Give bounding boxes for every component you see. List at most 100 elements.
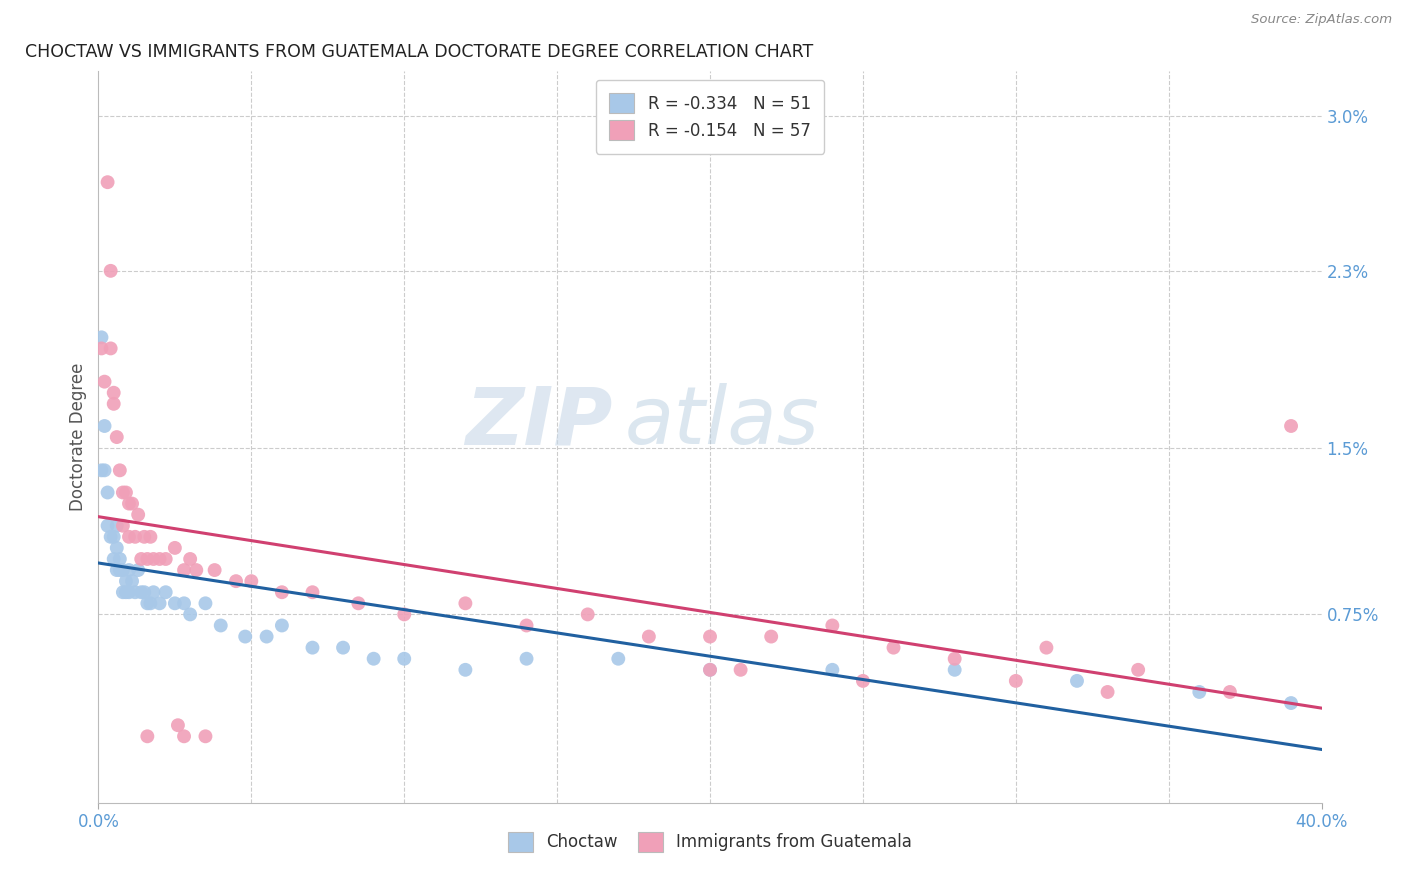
Point [149,552,172,566]
Point [105,430,128,444]
Point [97,175,120,189]
Point [699,663,721,677]
Point [270,618,292,632]
Point [730,663,752,677]
Point [852,673,875,688]
Point [179,552,201,566]
Point [363,651,385,665]
Point [1035,640,1057,655]
Point [240,574,263,589]
Point [124,585,146,599]
Point [225,574,247,589]
Point [1097,685,1119,699]
Point [699,630,721,644]
Point [149,596,172,610]
Point [118,530,141,544]
Point [100,264,122,278]
Point [129,552,152,566]
Point [155,585,177,599]
Point [127,508,149,522]
Point [454,663,477,677]
Point [759,630,782,644]
Point [136,729,159,743]
Point [136,596,159,610]
Point [167,718,190,732]
Point [105,541,128,555]
Point [108,463,131,477]
Point [173,729,195,743]
Point [103,385,125,400]
Point [142,585,165,599]
Point [1279,696,1302,710]
Point [186,563,208,577]
Point [392,651,416,665]
Point [332,640,354,655]
Point [163,596,186,610]
Point [121,574,143,589]
Point [124,530,146,544]
Point [97,518,120,533]
Point [100,342,122,356]
Text: ZIP: ZIP [465,384,612,461]
Point [392,607,416,622]
Point [821,663,844,677]
Text: CHOCTAW VS IMMIGRANTS FROM GUATEMALA DOCTORATE DEGREE CORRELATION CHART: CHOCTAW VS IMMIGRANTS FROM GUATEMALA DOC… [25,44,813,62]
Point [270,585,292,599]
Point [90,330,112,344]
Point [97,485,120,500]
Point [347,596,370,610]
Point [100,530,122,544]
Point [516,618,538,632]
Point [301,640,323,655]
Point [637,630,661,644]
Point [173,563,195,577]
Point [204,563,226,577]
Point [607,651,630,665]
Point [454,596,477,610]
Point [1004,673,1026,688]
Point [173,596,195,610]
Point [1279,419,1302,434]
Text: atlas: atlas [624,384,820,461]
Point [105,518,128,533]
Point [139,596,162,610]
Point [134,585,156,599]
Point [301,585,323,599]
Point [194,596,217,610]
Point [105,563,128,577]
Point [103,552,125,566]
Point [194,729,217,743]
Point [142,552,165,566]
Point [576,607,599,622]
Point [111,563,134,577]
Point [118,563,141,577]
Point [1188,685,1211,699]
Point [943,651,966,665]
Point [90,342,112,356]
Point [90,463,112,477]
Point [93,463,115,477]
Point [163,541,186,555]
Point [1066,673,1088,688]
Point [821,618,844,632]
Point [134,530,156,544]
Point [115,585,138,599]
Point [108,552,131,566]
Point [883,640,905,655]
Point [127,563,149,577]
Point [129,585,152,599]
Point [103,397,125,411]
Point [108,563,131,577]
Point [256,630,278,644]
Point [699,663,721,677]
Point [1219,685,1241,699]
Point [233,630,256,644]
Point [93,375,115,389]
Legend: Choctaw, Immigrants from Guatemala: Choctaw, Immigrants from Guatemala [499,823,921,860]
Point [111,518,134,533]
Point [179,607,201,622]
Point [93,419,115,434]
Point [943,663,966,677]
Point [209,618,232,632]
Point [111,485,134,500]
